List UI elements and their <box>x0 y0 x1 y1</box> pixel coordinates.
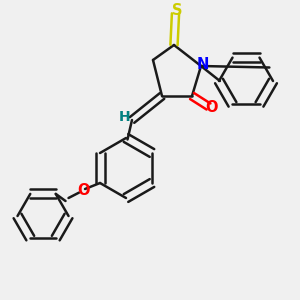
Text: O: O <box>77 183 90 198</box>
Text: O: O <box>205 100 218 116</box>
Text: S: S <box>172 3 182 18</box>
Text: N: N <box>196 57 209 72</box>
Text: H: H <box>119 110 130 124</box>
